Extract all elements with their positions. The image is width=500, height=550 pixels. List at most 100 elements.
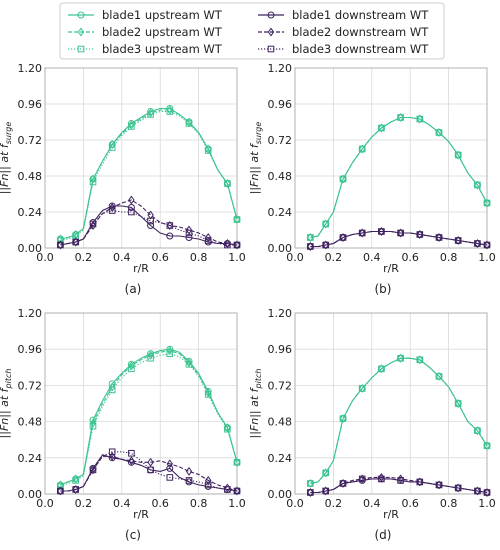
y-tick-label: 1.20 — [18, 307, 43, 320]
data-point — [358, 474, 366, 484]
data-point — [435, 129, 443, 136]
data-point — [378, 364, 385, 374]
data-point — [166, 221, 174, 230]
data-point — [435, 480, 443, 490]
x-tick-label: 0.6 — [401, 497, 419, 510]
data-point — [358, 145, 366, 153]
legend-entry: blade2 upstream WT — [68, 25, 223, 39]
data-point — [128, 361, 135, 371]
data-point — [89, 466, 97, 474]
data-point — [185, 360, 193, 368]
y-tick-label: 0.00 — [18, 242, 43, 255]
data-point — [128, 123, 135, 130]
data-point — [127, 204, 135, 211]
data-point — [339, 478, 347, 488]
data-point — [378, 124, 385, 132]
y-axis-label-f: f — [0, 142, 11, 148]
data-point — [416, 230, 424, 239]
data-point — [322, 469, 330, 477]
data-point — [454, 400, 462, 407]
data-point — [397, 113, 404, 122]
panel-caption: (b) — [375, 282, 392, 296]
data-point — [233, 215, 241, 224]
legend-label: blade2 downstream WT — [292, 25, 429, 39]
data-point — [307, 234, 314, 241]
data-point — [454, 484, 462, 492]
data-point — [378, 227, 385, 236]
data-point — [166, 346, 174, 356]
data-point — [233, 486, 241, 496]
plot-frame — [44, 67, 238, 249]
plot-frame — [294, 312, 488, 495]
series-line — [60, 451, 238, 492]
data-point — [185, 466, 193, 476]
data-point — [483, 441, 491, 451]
data-point — [89, 174, 97, 184]
data-point — [57, 240, 64, 250]
data-point — [108, 140, 116, 149]
data-point — [204, 391, 212, 398]
legend-marker — [77, 27, 85, 37]
data-point — [72, 477, 80, 484]
legend-label: blade3 upstream WT — [102, 42, 223, 56]
data-point — [204, 233, 212, 242]
data-point — [233, 457, 241, 467]
data-point — [128, 195, 135, 205]
data-point — [89, 221, 97, 230]
series-blade2-downstream-wt — [57, 451, 241, 496]
x-tick-label: 0.4 — [113, 251, 131, 264]
data-point — [233, 216, 241, 223]
data-point — [483, 489, 491, 496]
data-point — [233, 240, 241, 250]
data-point — [204, 147, 212, 154]
data-point — [378, 365, 385, 373]
data-point — [233, 241, 241, 249]
data-point — [397, 114, 404, 121]
legend-label: blade2 upstream WT — [102, 25, 223, 39]
y-tick-label: 0.96 — [268, 343, 293, 356]
y-axis-label: ||Fn|| at fsurge — [248, 122, 263, 195]
data-point — [474, 239, 481, 248]
data-point — [474, 487, 481, 495]
y-axis-label-text: ||Fn|| at — [0, 148, 11, 194]
y-tick-label: 0.24 — [18, 452, 43, 465]
data-point — [185, 229, 193, 237]
series-blade3-downstream-wt — [307, 228, 491, 250]
x-tick-label: 0.4 — [363, 497, 381, 510]
data-point — [72, 238, 80, 246]
data-point — [416, 478, 424, 486]
series-blade3-downstream-wt — [57, 207, 241, 249]
data-point — [454, 399, 462, 408]
legend-entry: blade3 downstream WT — [258, 42, 429, 56]
series-line — [60, 353, 238, 488]
x-tick-label: 0.4 — [363, 251, 381, 264]
data-point — [166, 345, 174, 353]
data-point — [474, 426, 481, 436]
legend: blade1 upstream WT blade1 downstream WT bl… — [59, 2, 445, 60]
data-point — [185, 477, 193, 484]
data-point — [166, 464, 174, 472]
data-point — [378, 475, 385, 483]
data-point — [57, 486, 64, 496]
x-tick-label: 0.8 — [190, 251, 208, 264]
data-point — [166, 474, 174, 481]
y-tick-label: 1.20 — [18, 62, 43, 75]
legend-label: blade1 downstream WT — [292, 8, 429, 22]
data-point — [307, 243, 314, 250]
data-point — [89, 465, 97, 475]
x-tick-label: 0.2 — [75, 497, 93, 510]
data-point — [185, 120, 193, 127]
data-point — [474, 180, 481, 190]
legend-entry: blade3 upstream WT — [68, 42, 223, 56]
x-tick-label: 0.8 — [440, 497, 458, 510]
data-point — [483, 241, 491, 249]
data-point — [454, 236, 462, 245]
legend-marker — [267, 27, 275, 37]
data-point — [454, 483, 462, 493]
panels: 0.0 0.2 0.4 0.6 0.8 1.0 0.00 0.24 0.48 0.72 0.96 1.… — [0, 62, 496, 542]
legend-entry: blade1 downstream WT — [258, 8, 429, 22]
data-point — [416, 477, 424, 487]
data-point — [307, 242, 314, 251]
y-tick-label: 0.72 — [18, 134, 43, 147]
data-point — [224, 425, 231, 433]
